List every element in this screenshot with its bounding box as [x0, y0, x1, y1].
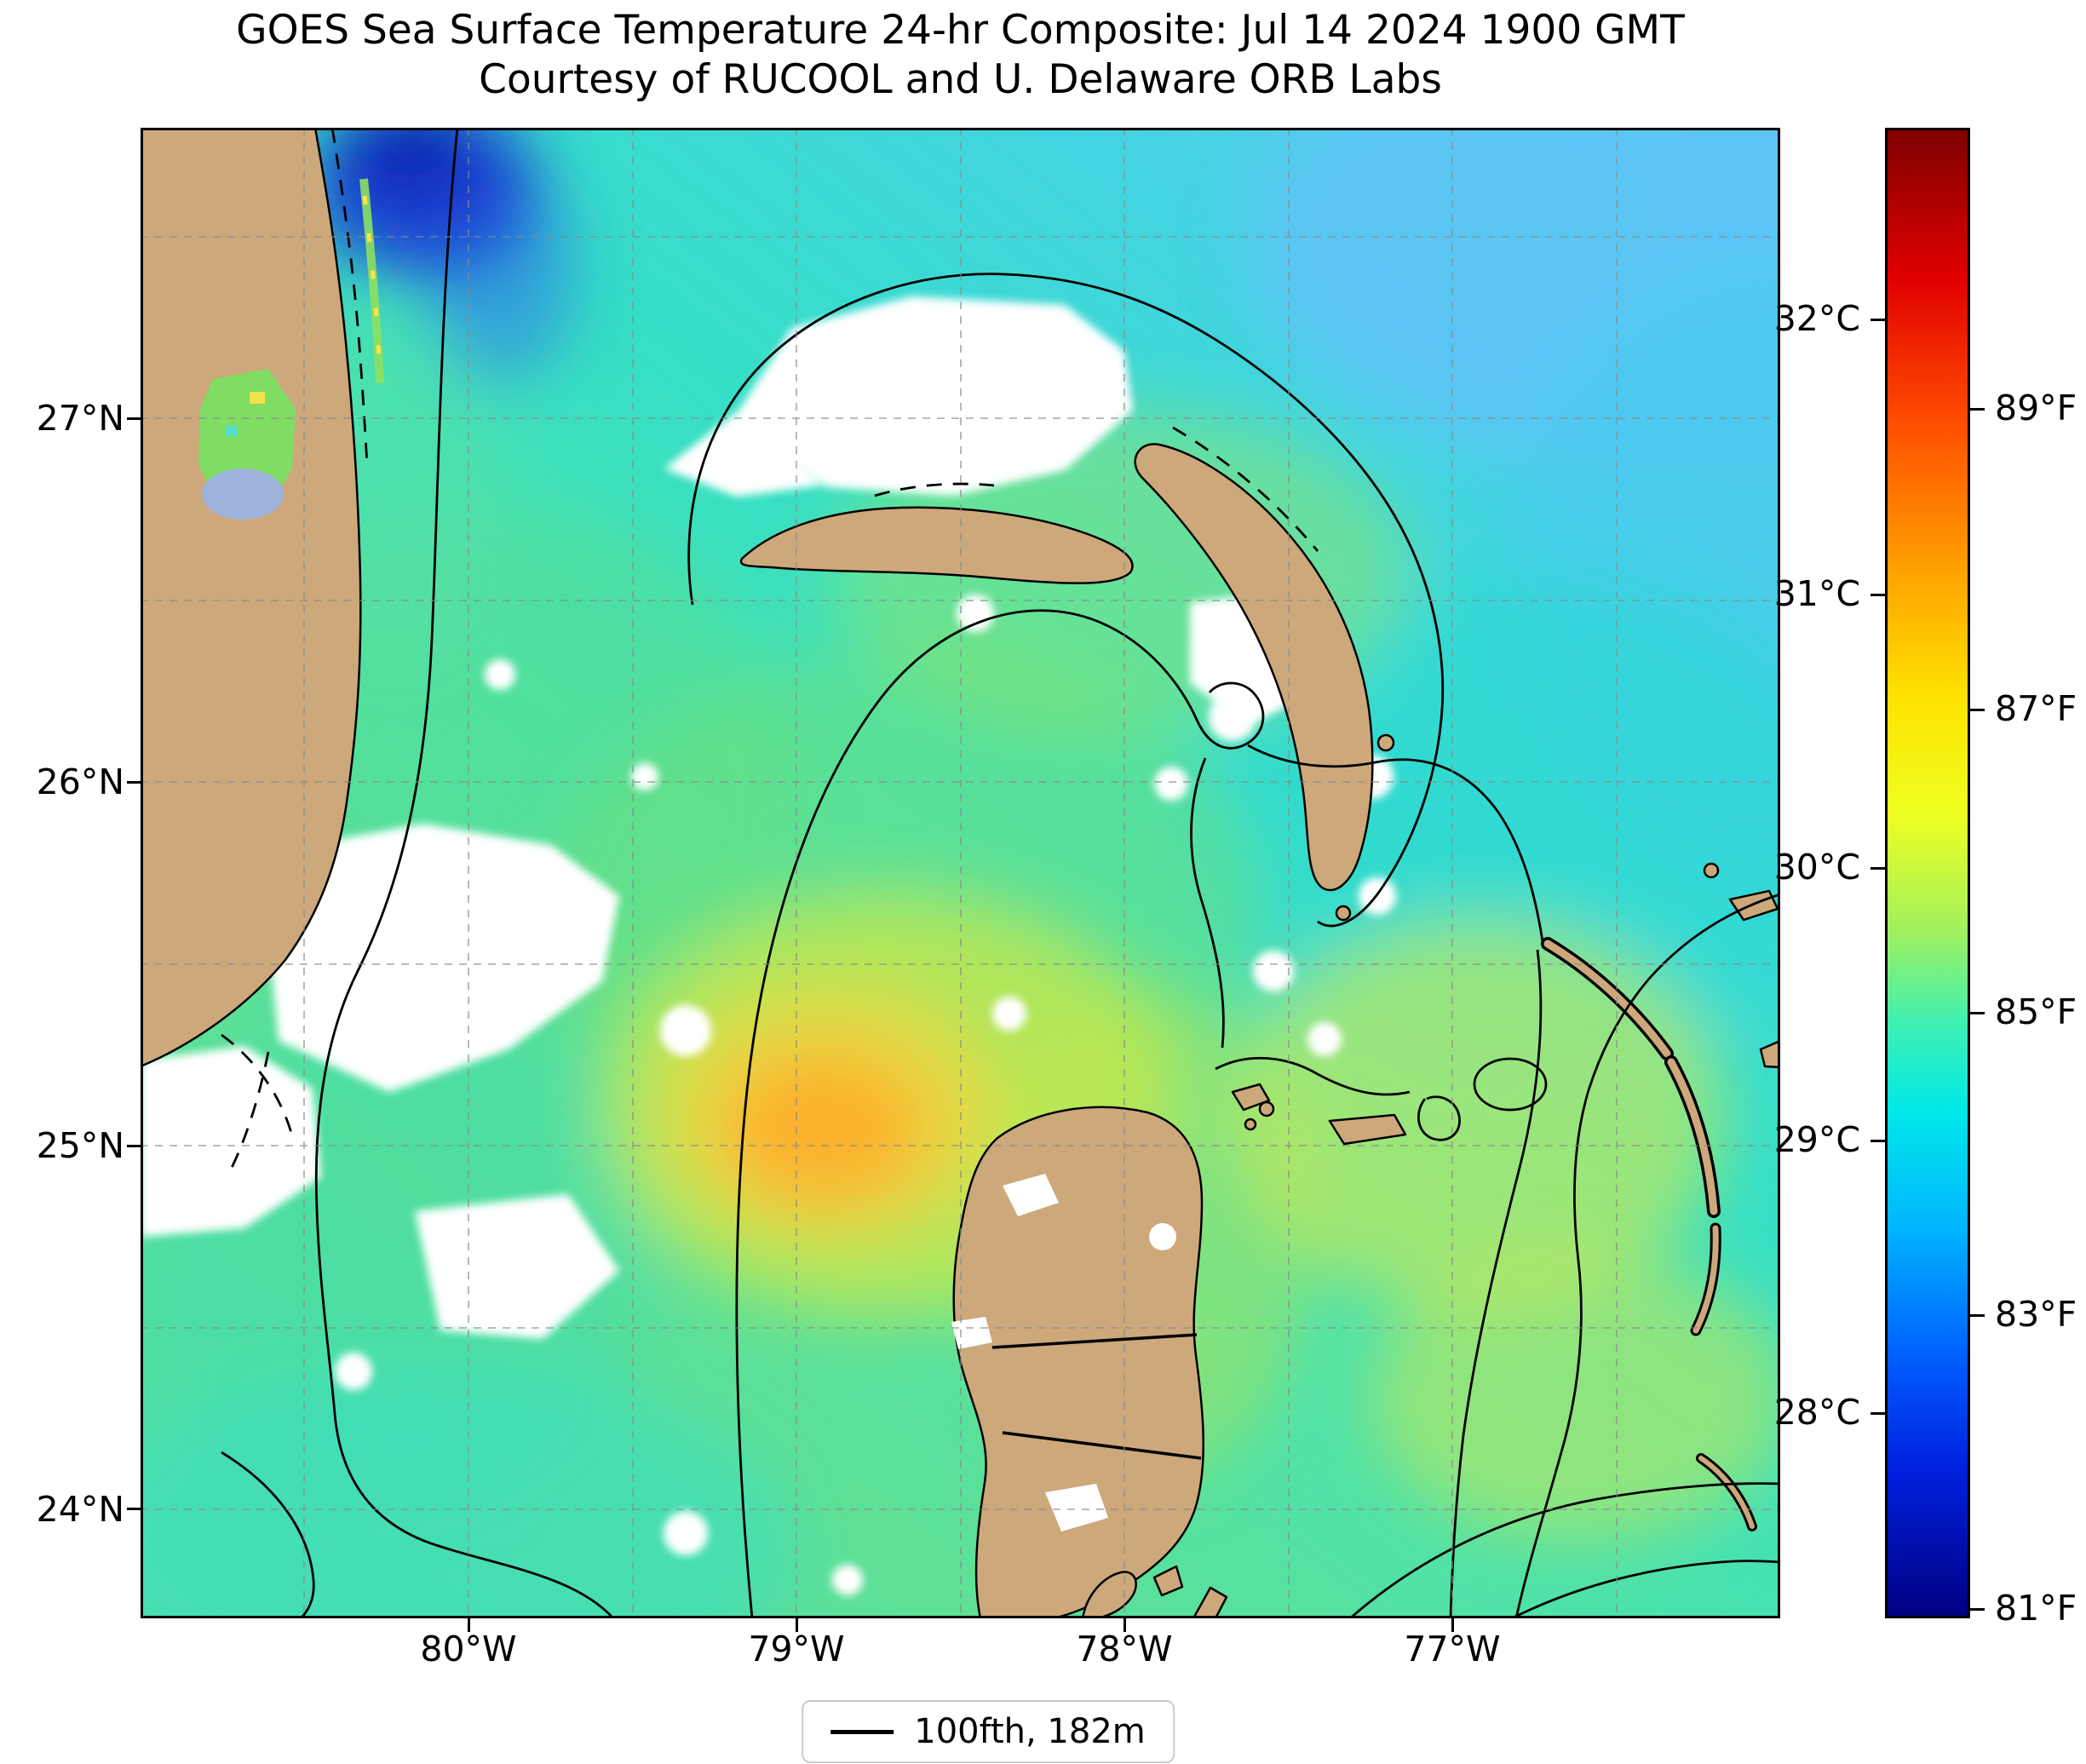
colorbar-tick-81f [1970, 1608, 1985, 1611]
colorbar-tick-85f [1970, 1012, 1985, 1014]
land-berry-islands [1231, 1083, 1271, 1112]
contour-little-bahama-bank [687, 273, 1445, 928]
contour-eddy-ring [1473, 1057, 1548, 1112]
y-tick-label-27n: 27°N [36, 398, 124, 439]
contour-dashed-segments [221, 127, 1319, 1172]
land-abaco [1134, 443, 1374, 892]
contour-bottom-right-2 [1511, 1560, 1781, 1620]
colorbar-label-28c: 28°C [1773, 1392, 1860, 1433]
contour-berry-north [1215, 1056, 1411, 1096]
colorbar-tick-31c [1871, 594, 1885, 596]
colorbar-label-30c: 30°C [1773, 847, 1860, 888]
legend-contour-label: 100fth, 182m [914, 1712, 1146, 1751]
colorbar-label-83f: 83°F [1995, 1294, 2077, 1335]
x-tick-label-78w: 78°W [1076, 1629, 1173, 1669]
y-tick-label-25n: 25°N [36, 1125, 124, 1166]
contour-cay-sal [221, 1451, 315, 1619]
figure-subtitle: Courtesy of RUCOOL and U. Delaware ORB L… [479, 56, 1442, 103]
colorbar-label-81f: 81°F [1995, 1588, 2077, 1629]
isobath-contours-100fth [221, 127, 1781, 1620]
colorbar-label-29c: 29°C [1773, 1119, 1860, 1160]
degree-gridlines [141, 128, 1780, 1618]
colorbar-label-32c: 32°C [1773, 298, 1860, 339]
colorbar-tick-83f [1970, 1314, 1985, 1317]
legend-contour-line-sample [830, 1729, 894, 1734]
sst-map-canvas [81, 17, 2086, 1721]
legend-box: 100fth, 182m [802, 1700, 1175, 1763]
land-thin-island-chain [1541, 937, 1757, 1531]
contour-exuma-sound-west [1449, 949, 1543, 1619]
colorbar-tick-89f [1970, 408, 1985, 411]
x-tick-80w [468, 1618, 470, 1632]
lake-okeechobee-sst-patch [198, 369, 296, 520]
cloud-no-data-patches [141, 296, 1396, 1595]
contour-providence-channel [1247, 744, 1544, 942]
colorbar-tick-30c [1871, 867, 1885, 870]
map-plot-area [81, 17, 2086, 1721]
colorbar-tick-29c [1871, 1140, 1885, 1142]
colorbar-label-31c: 31°C [1773, 573, 1860, 614]
y-tick-27n [127, 417, 141, 420]
land-south-cays [1081, 1571, 1137, 1620]
contour-bottom-right-1 [1349, 1482, 1781, 1620]
andros-inner-details [951, 1174, 1202, 1531]
coastal-speckles [359, 178, 384, 384]
contour-small-loop [1417, 1095, 1461, 1141]
y-tick-25n [127, 1145, 141, 1147]
land-new-providence [1328, 1113, 1407, 1146]
colorbar-tick-87f [1970, 709, 1985, 711]
x-tick-label-79w: 79°W [748, 1629, 845, 1669]
contour-great-bahama-bank-west [735, 609, 1265, 1619]
x-tick-77w [1451, 1618, 1454, 1632]
colorbar-label-87f: 87°F [1995, 688, 2077, 729]
y-tick-24n [127, 1508, 141, 1510]
x-tick-label-80w: 80°W [420, 1629, 517, 1669]
x-tick-78w [1123, 1618, 1126, 1632]
land-grand-bahama [739, 506, 1134, 584]
x-tick-label-77w: 77°W [1404, 1629, 1501, 1669]
contour-tongue-of-ocean-east [1190, 757, 1225, 1049]
y-tick-label-24n: 24°N [36, 1489, 124, 1530]
y-tick-26n [127, 781, 141, 784]
colorbar-label-85f: 85°F [1995, 991, 2077, 1032]
x-tick-79w [796, 1618, 798, 1632]
colorbar-tick-32c [1871, 319, 1885, 321]
colorbar-tick-28c [1871, 1412, 1885, 1415]
y-tick-label-26n: 26°N [36, 761, 124, 802]
colorbar-label-89f: 89°F [1995, 388, 2077, 428]
land-andros [952, 1106, 1205, 1620]
axes-border [141, 128, 1780, 1618]
land-masses [139, 126, 1782, 1620]
land-florida [139, 126, 362, 1068]
figure-title: GOES Sea Surface Temperature 24-hr Compo… [236, 7, 1685, 54]
sst-colorbar [1885, 128, 1970, 1618]
contour-florida-shelf [314, 127, 615, 1619]
contour-east-edge [1514, 893, 1781, 1619]
